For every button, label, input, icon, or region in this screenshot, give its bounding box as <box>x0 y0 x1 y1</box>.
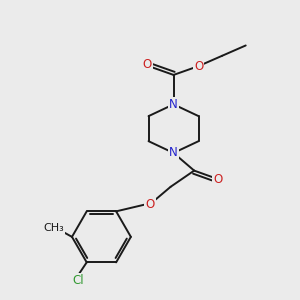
Text: O: O <box>142 58 152 71</box>
Text: O: O <box>194 60 203 73</box>
Text: N: N <box>169 98 178 111</box>
Text: CH₃: CH₃ <box>43 223 64 233</box>
Text: O: O <box>146 198 154 211</box>
Text: O: O <box>213 173 222 186</box>
Text: N: N <box>169 146 178 159</box>
Text: Cl: Cl <box>72 274 84 287</box>
